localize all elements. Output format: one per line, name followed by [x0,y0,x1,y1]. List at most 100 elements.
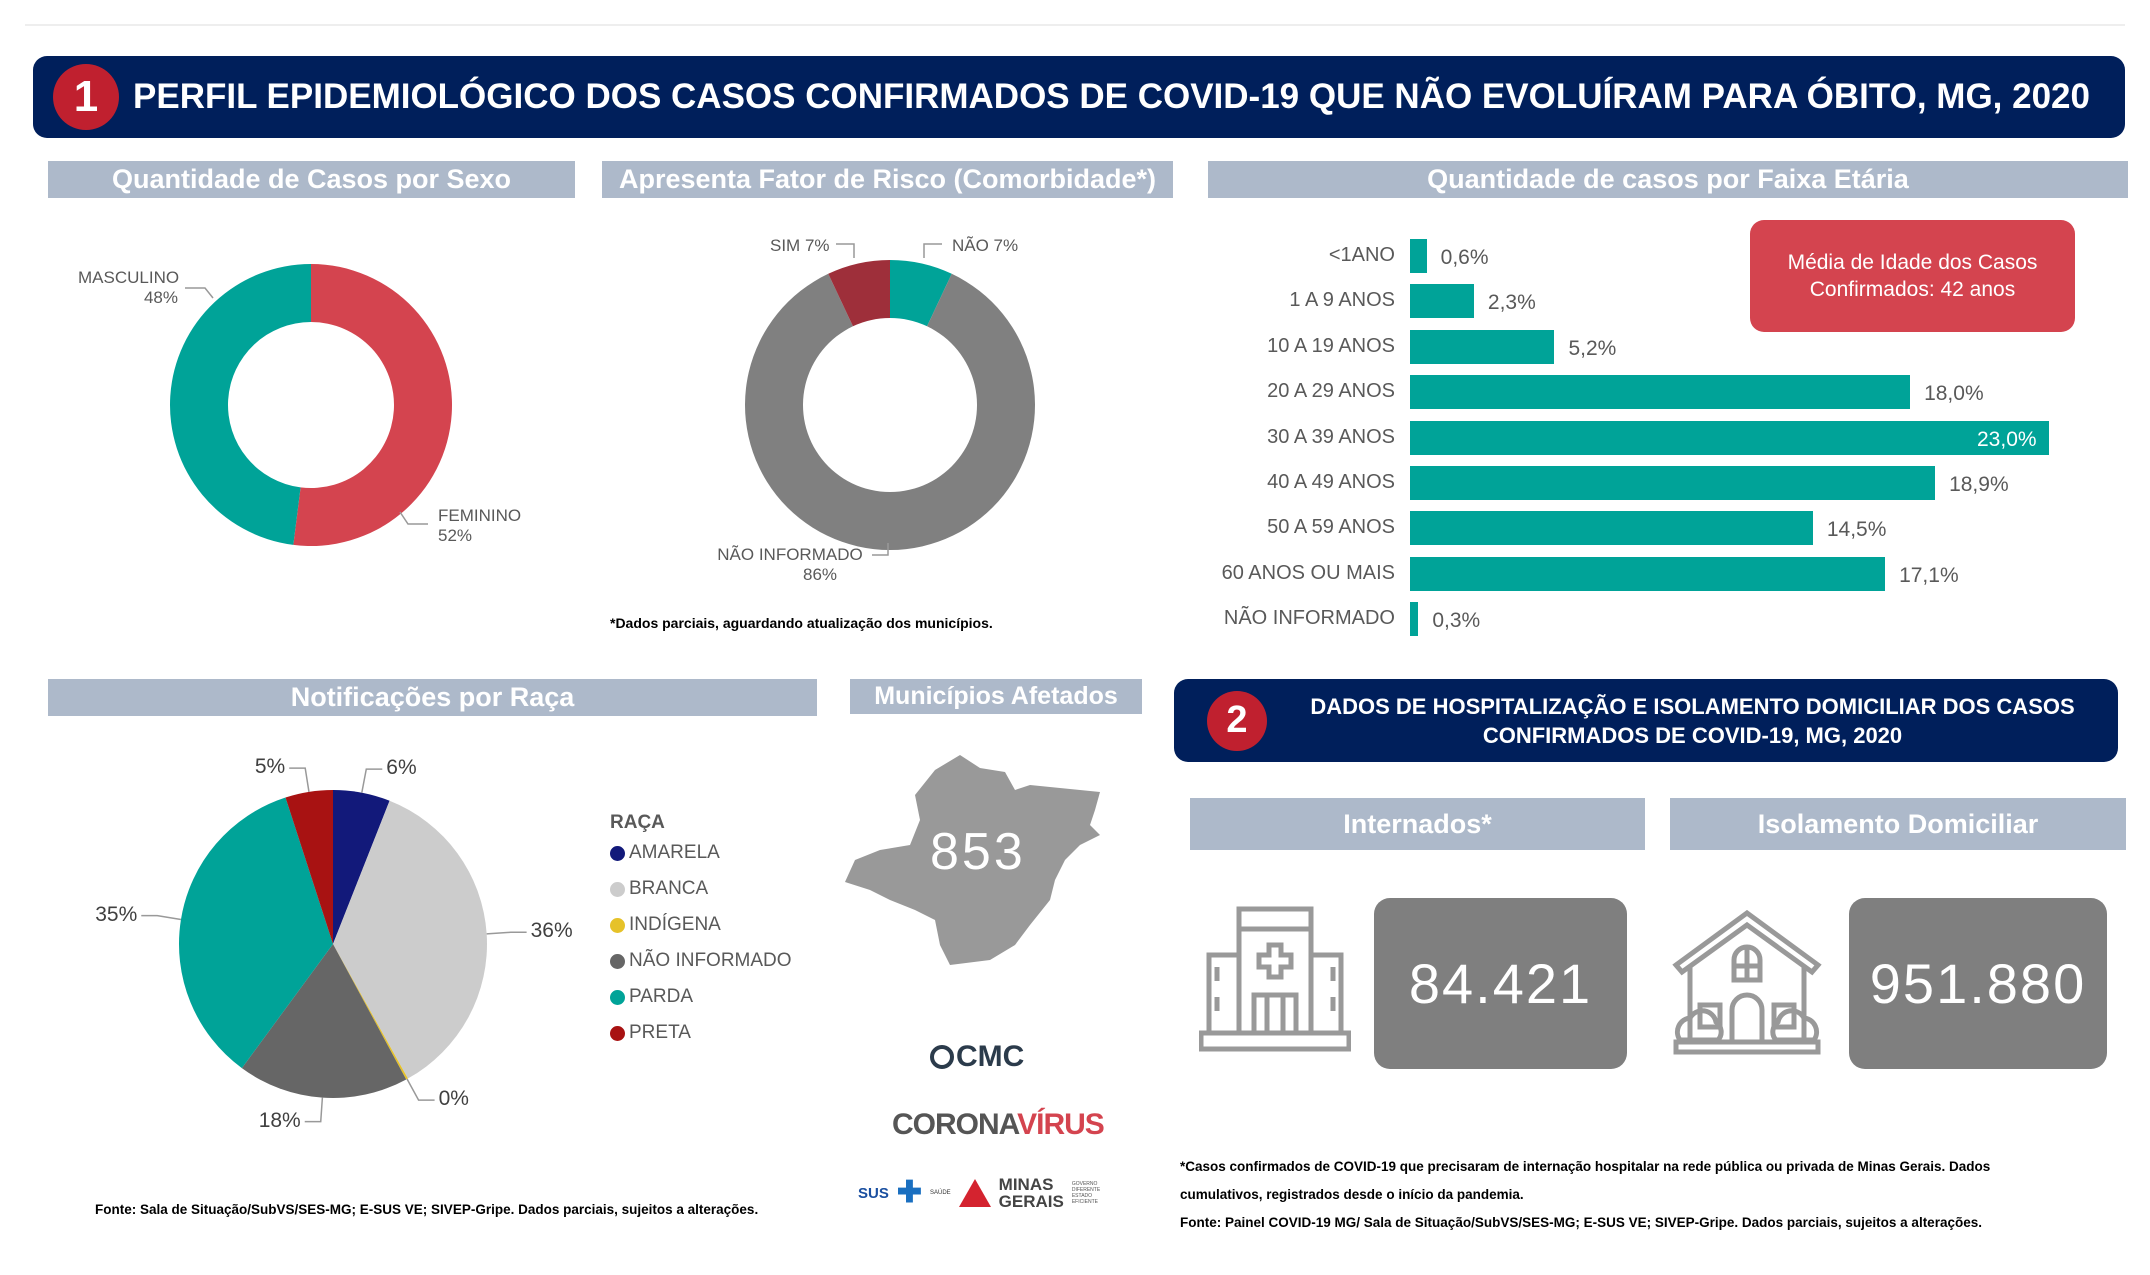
risco-slice-sim [828,260,890,327]
section-1-banner: 1 PERFIL EPIDEMIOLÓGICO DOS CASOS CONFIR… [33,56,2125,138]
bar-value-label: 0,3% [1432,609,1481,633]
sus-logo: SUS [858,1184,889,1202]
raca-slice-preta [285,790,333,944]
mean-age-callout: Média de Idade dos Casos Confirmados: 42… [1750,220,2075,332]
bar-value-label: 0,6% [1440,246,1489,269]
bar [1410,329,1555,364]
legend-label: PARDA [629,986,694,1007]
legend-item: PRETA [610,1022,792,1044]
footnote-line: cumulativos, registrados desde o início … [1180,1187,1524,1202]
raca-slice-parda [179,797,333,1069]
leader-line [406,1078,435,1101]
label-nao: NÃO 7% [952,236,1019,255]
raca-slice-ind-gena [333,944,408,1080]
bar [1410,375,1911,410]
risco-footnote: *Dados parciais, aguardando atualização … [610,615,993,631]
callout-line: Confirmados: 42 anos [1809,278,2016,301]
municipios-value: 853 [930,823,1026,881]
callout-line: Média de Idade dos Casos [1787,251,2038,274]
legend-swatch-icon [610,953,625,969]
chart-header-sexo: Quantidade de Casos por Sexo [48,161,575,198]
bar-category-label: NÃO INFORMADO [1223,607,1395,630]
leader-line [486,931,527,935]
bar [1410,239,1427,273]
leader-line [304,1097,324,1123]
bar-category-label: 10 A 19 ANOS [1267,334,1395,357]
legend-item: BRANCA [610,878,792,900]
label-pct: 52% [438,526,473,545]
legend-label: PRETA [629,1022,691,1043]
section-2-footnotes: *Casos confirmados de COVID-19 que preci… [1180,1153,1990,1237]
cmc-logo: CMC [930,1040,1024,1074]
section-number-badge: 1 [53,64,119,130]
gov-logos: SUS ✚ SAÚDE MINAS GERAIS GOVERNO DIFERENT… [858,1176,1110,1210]
leader-line [923,243,942,258]
chart-header-raca: Notificações por Raça [48,679,817,716]
minas-logo-triangle-icon [958,1179,991,1207]
bar-value-label: 14,5% [1826,518,1887,542]
bar-category-label: 60 ANOS OU MAIS [1221,561,1395,584]
legend-item: PARDA [610,986,792,1008]
raca-source: Fonte: Sala de Situação/SubVS/SES-MG; E-… [95,1202,759,1217]
leader-line [289,767,310,793]
raca-slice-amarela [333,790,390,944]
leader-line [141,914,182,921]
sexo-slice-feminino [293,264,452,546]
risco-slice-n-o-informado [745,273,1035,551]
label-text: FEMININO [438,506,522,525]
chart-header-faixa: Quantidade de casos por Faixa Etária [1208,161,2128,198]
top-divider [25,24,2125,26]
bar-category-label: 1 A 9 ANOS [1289,289,1395,312]
raca-data-label: 36% [530,919,573,943]
leader-line [185,287,214,299]
bar [1410,511,1813,546]
logo-virus: VÍRUS [1017,1108,1105,1141]
bar-value-label: 23,0% [1977,427,2037,451]
logo-corona: CORONA [892,1108,1018,1141]
bar-value-label: 5,2% [1568,336,1617,360]
leader-line [399,511,428,525]
bar [1410,602,1419,637]
footnote-line: *Casos confirmados de COVID-19 que preci… [1180,1159,1991,1174]
raca-data-label: 5% [254,755,286,779]
house-icon [1672,910,1822,1055]
saude-label: SAÚDE [929,1190,951,1196]
bar-category-label: 30 A 39 ANOS [1267,425,1395,448]
raca-data-label: 18% [258,1108,301,1132]
logo-minas: MINAS [998,1175,1054,1194]
internados-header: Internados* [1190,798,1645,850]
legend-swatch-icon [610,845,625,861]
logo-gerais: GERAIS [998,1192,1064,1211]
legend-swatch-icon [610,917,625,933]
internados-value: 84.421 [1374,898,1627,1069]
legend-item: AMARELA [610,842,792,864]
legend-label: INDÍGENA [629,914,721,935]
label-masculino: MASCULINO 48% [78,268,179,308]
bar-value-label: 18,0% [1924,382,1984,406]
label-pct: 86% [802,565,838,584]
hospital-icon [1199,906,1351,1052]
section-number-badge: 2 [1207,690,1267,751]
section-2-banner: 2 DADOS DE HOSPITALIZAÇÃO E ISOLAMENTO D… [1174,679,2118,762]
bar-value-label: 2,3% [1487,291,1536,315]
chart-header-risco: Apresenta Fator de Risco (Comorbidade*) [602,161,1173,198]
isolamento-header: Isolamento Domiciliar [1670,798,2126,850]
sus-cross-icon: ✚ [896,1176,922,1209]
raca-slice-n-o-informado [241,944,407,1099]
bar-category-label: 40 A 49 ANOS [1267,471,1395,493]
section-title: DADOS DE HOSPITALIZAÇÃO E ISOLAMENTO DOM… [1267,692,2118,750]
bar-category-label: 50 A 59 ANOS [1267,516,1395,539]
label-nao-informado: NÃO INFORMADO 86% [700,545,880,585]
leader-line [836,243,855,258]
bar-category-label: <1ANO [1328,244,1395,266]
bar-value-label: 18,9% [1949,473,2009,496]
bar [1410,420,2049,455]
label-text: NÃO INFORMADO [717,545,863,564]
title-line: DADOS DE HOSPITALIZAÇÃO E ISOLAMENTO DOM… [1310,693,2075,719]
bar [1410,556,1886,591]
footnote-line: Fonte: Painel COVID-19 MG/ Sala de Situa… [1180,1215,1982,1230]
legend-swatch-icon [610,1025,625,1041]
coronavirus-logo: CORONAVÍRUS [892,1108,1105,1142]
risco-slice-n-o [890,260,952,327]
leader-line [361,768,383,793]
